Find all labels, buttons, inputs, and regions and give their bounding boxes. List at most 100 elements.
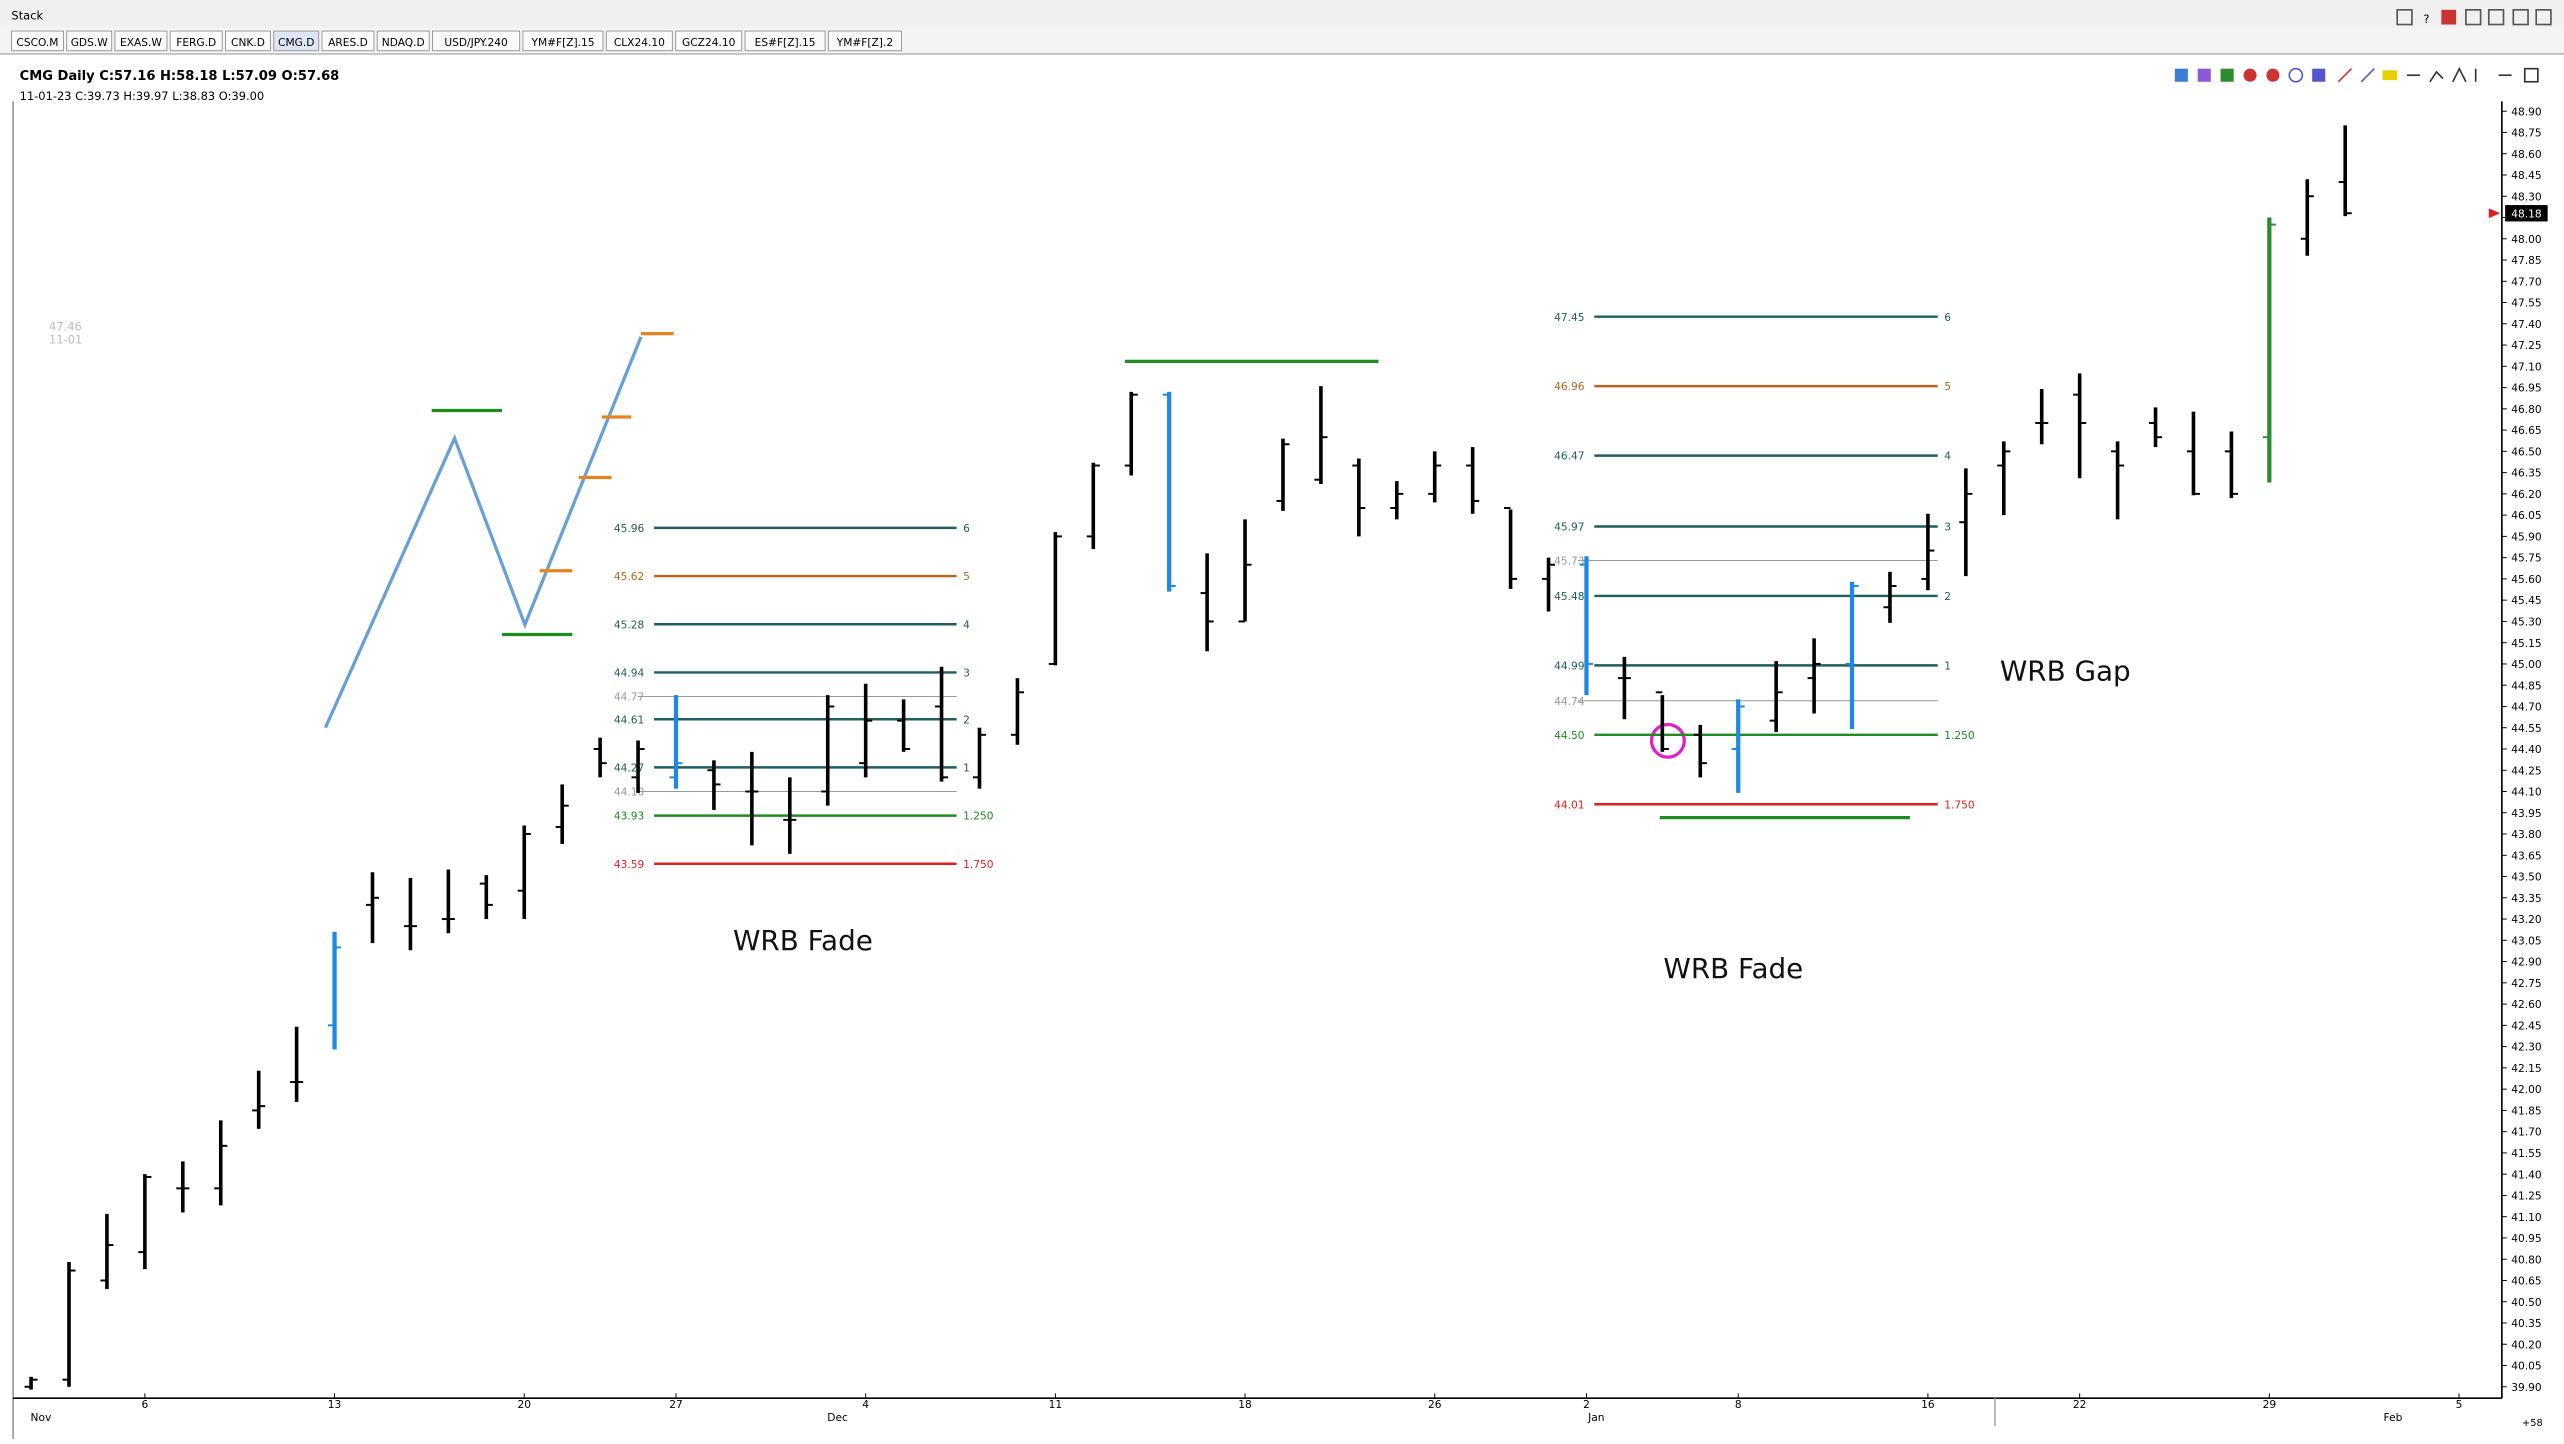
y-tick-label: 43.20 [2511,913,2542,926]
tab-label[interactable]: ES#F[Z].15 [755,36,816,49]
window-title: Stack [11,9,43,23]
help-icon[interactable]: ? [2423,12,2429,26]
y-tick-label: 45.90 [2511,530,2542,543]
tab[interactable] [432,30,521,52]
level-price: 44.61 [614,713,644,726]
tab[interactable] [744,30,826,52]
level-label: 2 [963,713,970,726]
tool-icon[interactable] [2452,66,2467,83]
tab[interactable] [522,30,604,52]
btn-max[interactable] [2512,8,2529,26]
tab[interactable] [66,30,113,52]
window-buttons: ? [2396,8,2552,26]
btn-close[interactable] [2535,8,2552,26]
tool-icon[interactable] [2382,70,2398,81]
y-tick-label: 45.30 [2511,616,2542,629]
y-tick-label: 47.85 [2511,254,2541,267]
tool-icon[interactable] [2197,68,2211,82]
tab-label[interactable]: YM#F[Z].15 [530,36,594,49]
tool-icon[interactable] [2312,68,2326,82]
y-tick-label: 40.20 [2511,1338,2542,1351]
y-tick-label: 43.35 [2511,892,2541,905]
y-tick-label: 40.65 [2511,1275,2541,1288]
tool-icon[interactable] [2243,68,2257,82]
plot: 39.90 40.05 40.20 40.35 40.50 40.65 40.80 40.95… [24,105,2548,1424]
cursor-price: 47.46 [49,319,82,333]
level-label: 1.250 [1944,729,1975,742]
y-tick-label: 44.40 [2511,743,2542,756]
annotation: WRB Fade [1663,952,1803,985]
chart-subtitle: 11-01-23 C:39.73 H:39.97 L:38.83 O:39.00 [20,89,265,103]
month-label: Feb [2384,1411,2403,1424]
y-tick-label: 48.90 [2511,105,2542,118]
y-tick-label: 40.05 [2511,1360,2541,1373]
tab[interactable] [675,30,743,52]
y-tick-label: 43.65 [2511,849,2541,862]
tool-icon[interactable] [2288,67,2304,83]
btn[interactable] [2465,8,2482,26]
y-tick-label: 43.95 [2511,807,2541,820]
tab-label[interactable]: FERG.D [176,36,216,49]
level-label: 1.750 [963,858,994,871]
x-tick-label: 6 [141,1398,148,1411]
tab[interactable] [10,30,64,52]
level-price: 45.28 [614,618,645,631]
btn[interactable] [2396,8,2413,26]
x-tick-label: 2 [1583,1398,1590,1411]
level-price: 46.96 [1554,380,1585,393]
tool-icon[interactable] [2337,68,2353,83]
y-tick-label: 41.25 [2511,1190,2541,1203]
tool-icon[interactable] [2429,70,2444,83]
tab[interactable] [376,30,430,52]
y-tick-label: 45.45 [2511,594,2541,607]
y-tick-label: 44.55 [2511,722,2541,735]
tool-icon[interactable] [2266,68,2280,82]
y-tick-label: 41.85 [2511,1104,2541,1117]
tab[interactable] [114,30,168,52]
tab-label[interactable]: GDS.W [71,36,108,49]
level-label: 5 [963,570,970,583]
y-tick-label: 46.05 [2511,509,2541,522]
tab-label[interactable]: CMG.D [278,36,314,49]
tab-label[interactable]: YM#F[Z].2 [836,36,893,49]
level-price: 47.45 [1554,311,1584,324]
x-tick-label: 26 [1428,1398,1442,1411]
tab-label[interactable]: CLX24.10 [614,36,665,49]
level-price: 44.50 [1554,729,1585,742]
tool-icon[interactable] [2360,68,2375,83]
level-label: 6 [1944,311,1951,324]
cursor-date: 11-01 [49,332,82,346]
tab-label[interactable]: GCZ24.10 [682,36,736,49]
y-tick-label: 47.70 [2511,275,2542,288]
axis-footer: +58 [2522,1418,2543,1429]
tab-label[interactable]: CNK.D [231,36,265,49]
tab-label[interactable]: CSCO.M [16,36,58,49]
level-label: 2 [1944,590,1951,603]
tab[interactable] [273,30,320,52]
tool-icon[interactable] [2220,68,2234,82]
btn-min[interactable] [2487,8,2505,26]
tab[interactable] [225,30,271,52]
tab[interactable] [605,30,673,52]
level-price: 45.73 [1554,555,1584,568]
tab-label[interactable]: NDAQ.D [382,36,425,49]
month-label: Nov [31,1411,52,1424]
tab[interactable] [321,30,375,52]
y-tick-label: 44.10 [2511,786,2542,799]
btn[interactable] [2441,9,2457,25]
y-tick-label: 46.80 [2511,403,2542,416]
y-tick-label: 40.50 [2511,1296,2542,1309]
y-tick-label: 41.10 [2511,1211,2542,1224]
tab[interactable] [169,30,223,52]
y-tick-label: 42.45 [2511,1019,2541,1032]
x-tick-label: 13 [328,1398,342,1411]
y-tick-label: 48.30 [2511,190,2542,203]
tab-label[interactable]: ARES.D [328,36,368,49]
tool-icon[interactable] [2523,67,2539,83]
tool-icon[interactable] [2174,68,2188,82]
x-tick-label: 27 [669,1398,683,1411]
tab[interactable] [827,30,902,52]
tab-label[interactable]: USD/JPY.240 [444,36,508,49]
tab-label[interactable]: EXAS.W [120,36,162,49]
